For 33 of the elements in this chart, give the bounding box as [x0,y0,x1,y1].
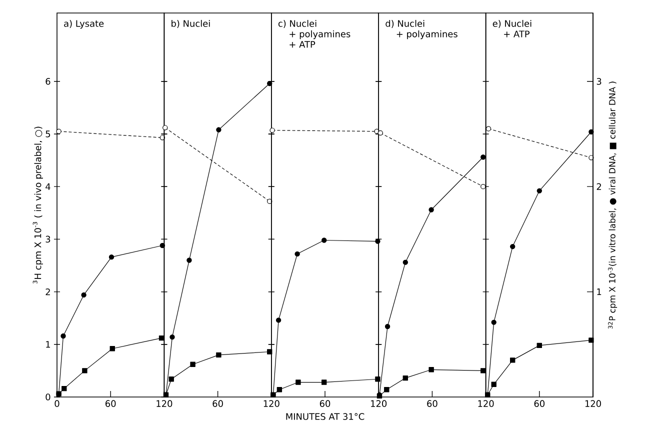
x-tick-label: 120 [156,400,172,407]
text: c) Nuclei [278,20,316,28]
y-axis-title: $^{3}$H cpm X 10$^{-3}$ ( in vivo prelabel, ○) [32,126,43,284]
x-tick-label: 60 [212,400,223,407]
y2-tick-label: 3 [596,78,602,85]
y-tick-label: 0 [46,394,50,400]
y-tick-label: 3 [46,236,50,243]
x-tick-label: 60 [106,400,116,407]
annotation: + ATP [504,30,530,38]
y-tick-label: 5 [46,130,50,138]
y-tick-label: 1 [46,341,50,348]
x-tick-label: 60 [320,400,330,407]
y2-tick-label: 2 [596,183,602,190]
text: b) Nuclei [172,20,210,28]
x-tick-label: 120 [264,400,280,407]
text: e) Nuclei [492,20,532,28]
x-axis-title: MINUTES AT 31°C [286,413,364,420]
x-tick-label: 60 [427,400,438,407]
y-tick-label: 6 [46,78,50,85]
y2-tick-label: 1 [597,288,602,296]
x-tick-label: 120 [371,400,387,407]
y2-axis-title: $^{32}$P cpm X 10$^{-3}$(in vitro label, ● viral DNA, ■ cellular DNA ) [608,82,618,329]
annotation: + ATP [290,41,316,48]
y-tick-label: 2 [46,288,50,296]
x-tick-label: 0 [54,400,60,407]
text: d) Nuclei [386,20,424,28]
annotation: + polyamines [396,30,458,40]
x-tick-label: 60 [534,400,545,407]
x-tick-label: 120 [478,400,494,407]
x-tick-label: 120 [585,400,601,407]
annotation: + polyamines [290,30,350,40]
y-tick-label: 4 [46,183,50,190]
text: a) Lysate [64,20,104,29]
